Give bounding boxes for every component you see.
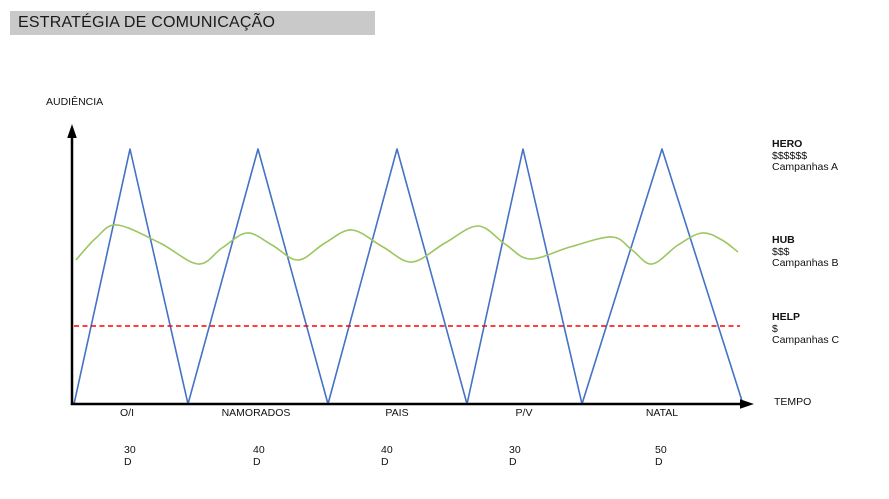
series-line-hero — [73, 148, 744, 405]
legend-campaign: Campanhas C — [772, 334, 840, 346]
legend-cost: $$$$$$ — [772, 149, 808, 162]
duration-label: 30 D — [124, 444, 136, 468]
duration-unit: D — [124, 456, 132, 468]
duration-label: 40 D — [253, 444, 265, 468]
category-label-pv: P/V — [515, 407, 533, 419]
legend-cost: $$$ — [772, 245, 790, 258]
duration-unit: D — [253, 456, 261, 468]
duration-value: 30 — [124, 444, 136, 456]
duration-label: 30 D — [509, 444, 521, 468]
duration-unit: D — [509, 456, 517, 468]
legend-hero: HERO $$$$$$ Campanhas A — [772, 138, 882, 174]
category-label-natal: NATAL — [645, 407, 679, 419]
category-label-namorados: NAMORADOS — [221, 407, 291, 419]
legend-hub: HUB $$$ Campanhas B — [772, 234, 882, 270]
y-axis-arrow-icon — [67, 124, 77, 138]
duration-label: 40 D — [381, 444, 393, 468]
x-axis-label: TEMPO — [774, 396, 812, 408]
x-axis-arrow-icon — [740, 399, 754, 409]
duration-unit: D — [381, 456, 389, 468]
duration-unit: D — [655, 456, 663, 468]
series-line-hub — [75, 224, 739, 265]
legend-series-name: HELP — [772, 311, 801, 323]
category-label-pais: PAIS — [385, 407, 409, 419]
chart-series-layer — [73, 148, 744, 405]
category-label-oi: O/I — [119, 407, 135, 419]
legend-series-name: HUB — [772, 234, 795, 246]
legend-campaign: Campanhas B — [772, 257, 839, 269]
axes — [67, 124, 754, 409]
legend-help: HELP $ Campanhas C — [772, 311, 882, 347]
y-axis-label: AUDIÊNCIA — [46, 96, 104, 108]
legend-cost: $ — [772, 322, 778, 335]
duration-label: 50 D — [655, 444, 667, 468]
legend-campaign: Campanhas A — [772, 161, 838, 173]
legend-series-name: HERO — [772, 138, 803, 150]
duration-value: 40 — [381, 444, 393, 456]
duration-value: 50 — [655, 444, 667, 456]
duration-value: 30 — [509, 444, 521, 456]
page-title: ESTRATÉGIA DE COMUNICAÇÃO — [10, 11, 375, 35]
duration-value: 40 — [253, 444, 265, 456]
